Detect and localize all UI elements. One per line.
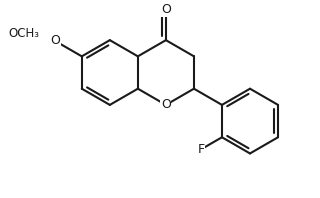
Text: OCH₃: OCH₃ [9, 27, 40, 40]
Text: F: F [197, 143, 204, 156]
Text: O: O [161, 98, 171, 111]
Text: O: O [50, 34, 60, 48]
Text: O: O [161, 3, 171, 16]
